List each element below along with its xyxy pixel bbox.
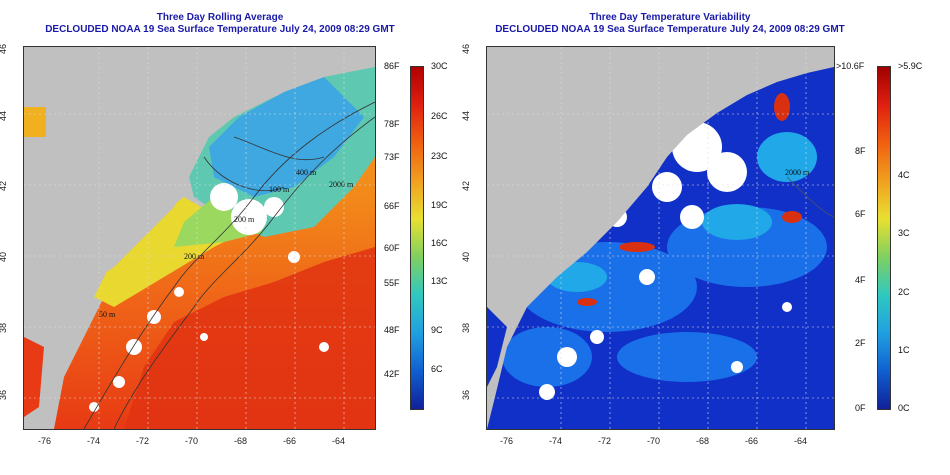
lon-tick: -66 [283,436,297,446]
left-shelf-green [174,197,264,247]
cb-f-label: >10.6F [836,61,865,71]
right-grid [487,47,834,429]
lat-tick: 38 [0,322,9,334]
lon-tick: -64 [794,436,808,446]
cb-f-label: 4F [855,275,866,285]
left-contour-label: 200 m [234,215,255,224]
left-contour-label: 50 m [99,310,116,319]
cb-f-label: 86F [384,61,400,71]
cb-f-label: 8F [855,146,866,156]
lat-tick: 40 [461,251,472,263]
right-title-line1: Three Day Temperature Variability [589,12,751,23]
cb-f-label: 2F [855,338,866,348]
left-title: Three Day Rolling Average DECLOUDED NOAA… [10,12,430,36]
lon-tick: -70 [647,436,661,446]
cb-c-label: 13C [431,276,448,286]
left-coastal-warm [24,337,44,417]
cb-c-label: 19C [431,200,448,210]
lon-tick: -74 [87,436,101,446]
left-clouds [89,183,329,412]
lat-tick: 42 [0,180,9,192]
cb-c-label: 0C [898,403,910,413]
right-colorbar [877,66,891,410]
lat-tick: 46 [0,43,9,55]
cb-c-label: 1C [898,345,910,355]
right-map-canvas: 2000 m [487,47,834,429]
left-contour-label: 2000 m [329,180,354,189]
left-contour-label: 200 m [184,252,205,261]
lat-tick: 40 [0,251,9,263]
lat-tick: 44 [461,110,472,122]
lat-tick: 36 [461,389,472,401]
lat-tick: 36 [0,389,9,401]
cb-f-label: 48F [384,325,400,335]
cb-f-label: 73F [384,152,400,162]
lat-tick: 44 [0,110,9,122]
left-grid [24,47,375,429]
cb-c-label: 2C [898,287,910,297]
lon-tick: -68 [696,436,710,446]
cb-c-label: 4C [898,170,910,180]
cb-f-label: 0F [855,403,866,413]
lat-tick: 42 [461,180,472,192]
cb-c-label: 30C [431,61,448,71]
lon-tick: -72 [598,436,612,446]
left-gulf-maine [209,77,364,197]
cb-f-label: 42F [384,369,400,379]
left-colorbar [410,66,424,410]
cb-c-label: 6C [431,364,443,374]
right-contour [786,176,834,218]
lon-tick: -76 [38,436,52,446]
right-light-patches [547,132,817,292]
left-land [24,47,375,429]
cb-f-label: 6F [855,209,866,219]
lon-tick: -68 [234,436,248,446]
left-contour-label: 400 m [296,168,317,177]
lat-tick: 46 [461,43,472,55]
lon-tick: -74 [549,436,563,446]
left-title-line2: DECLOUDED NOAA 19 Sea Surface Temperatur… [45,24,395,35]
left-map: 400 m 100 m 2000 m 200 m 200 m 50 m [23,46,376,430]
right-land [487,47,834,429]
right-hot-patches [577,93,802,306]
left-contour-label-group: 400 m 100 m 2000 m 200 m 200 m 50 m [99,168,354,319]
lon-tick: -64 [332,436,346,446]
cb-c-label: 3C [898,228,910,238]
left-contours [83,101,375,429]
cb-f-label: 78F [384,119,400,129]
cb-f-label: 66F [384,201,400,211]
cb-c-label: 9C [431,325,443,335]
lon-tick: -72 [136,436,150,446]
lon-tick: -66 [745,436,759,446]
cb-f-label: 60F [384,243,400,253]
right-title-line2: DECLOUDED NOAA 19 Sea Surface Temperatur… [495,24,845,35]
cb-c-label: 23C [431,151,448,161]
cb-c-label: 16C [431,238,448,248]
cb-c-label: >5.9C [898,61,923,71]
right-title: Three Day Temperature Variability DECLOU… [460,12,880,36]
left-contour-label: 100 m [269,185,290,194]
right-map: 2000 m [486,46,835,430]
lon-tick: -76 [500,436,514,446]
right-contour-label: 2000 m [785,168,810,177]
lat-tick: 38 [461,322,472,334]
left-title-line1: Three Day Rolling Average [156,12,284,23]
cb-f-label: 55F [384,278,400,288]
left-map-canvas: 400 m 100 m 2000 m 200 m 200 m 50 m [24,47,375,429]
cb-c-label: 26C [431,111,448,121]
left-lake-patch [24,107,46,137]
left-gulf-stream [124,247,375,429]
lon-tick: -70 [185,436,199,446]
